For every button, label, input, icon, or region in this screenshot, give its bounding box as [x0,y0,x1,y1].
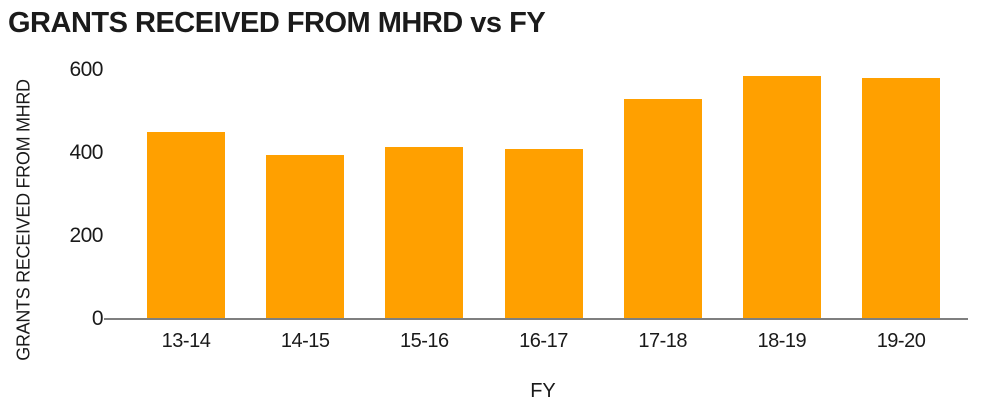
x-tick-label: 19-20 [876,330,926,352]
y-tick-label: 400 [69,141,103,164]
x-tick-label: 16-17 [519,330,568,352]
x-tick-label: 17-18 [638,330,687,352]
x-tick-label: 14-15 [280,330,330,352]
y-tick-label: 0 [91,307,104,330]
chart-title: GRANTS RECEIVED FROM MHRD vs FY [8,7,546,39]
x-axis-line [104,318,968,320]
bar-19-20 [862,78,941,319]
bar-18-19 [742,76,821,319]
x-axis-title: FY [530,380,556,402]
x-tick-label: 15-16 [400,330,449,352]
y-axis-title: GRANTS RECEIVED FROM MHRD [13,79,34,361]
bar-15-16 [385,146,464,319]
bar-13-14 [147,132,225,319]
y-tick-label: 200 [69,224,103,247]
plot-area: 0 200 400 600 13-14 14-15 15-16 16-17 17-18 18-1… [69,58,968,352]
bar-14-15 [266,155,345,319]
bar-17-18 [623,99,702,319]
x-tick-label: 18-19 [757,330,807,352]
x-tick-label: 13-14 [161,330,211,352]
bar-16-17 [504,148,583,319]
y-tick-label: 600 [69,58,103,81]
